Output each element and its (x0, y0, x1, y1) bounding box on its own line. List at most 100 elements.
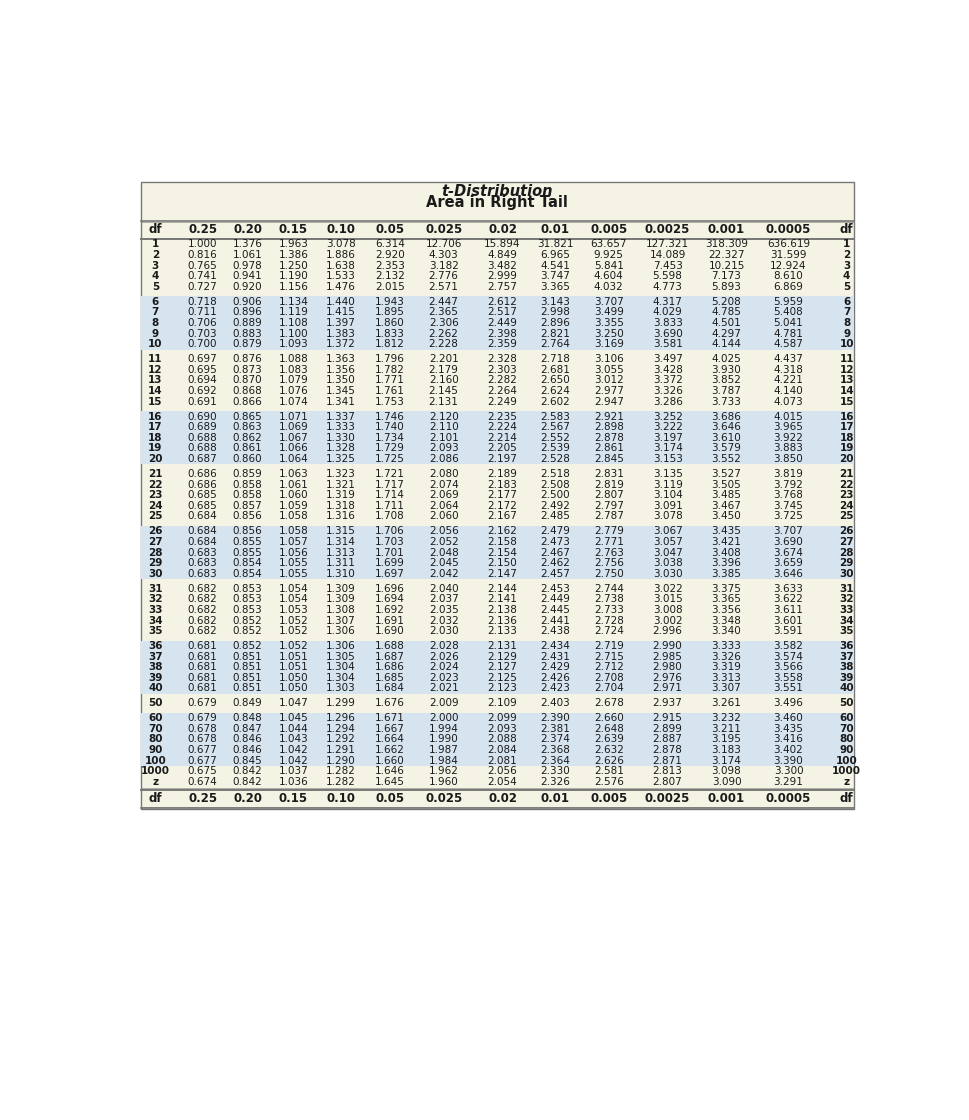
Text: 0.15: 0.15 (278, 792, 307, 805)
Text: 1.305: 1.305 (326, 652, 355, 662)
Text: 3.195: 3.195 (711, 735, 740, 745)
Text: 2.132: 2.132 (375, 271, 405, 281)
Text: 2.330: 2.330 (540, 766, 570, 776)
Text: 2.035: 2.035 (428, 605, 458, 615)
Text: 0.0005: 0.0005 (766, 792, 810, 805)
Text: 2.449: 2.449 (487, 318, 516, 328)
Text: 1.319: 1.319 (326, 491, 356, 501)
Text: 6.869: 6.869 (773, 282, 802, 292)
Text: 3.015: 3.015 (652, 595, 682, 605)
Text: 4.144: 4.144 (711, 339, 740, 349)
Text: 1.725: 1.725 (375, 454, 405, 464)
Text: 3.385: 3.385 (711, 569, 740, 579)
Text: 31.821: 31.821 (537, 240, 573, 250)
Text: 29: 29 (838, 558, 853, 568)
Text: 2.154: 2.154 (487, 548, 516, 558)
Text: 80: 80 (838, 735, 853, 745)
Text: 12: 12 (148, 365, 163, 375)
Text: 1.325: 1.325 (326, 454, 356, 464)
Text: 4.437: 4.437 (773, 354, 802, 364)
Text: 0.741: 0.741 (188, 271, 217, 281)
Text: 1.313: 1.313 (326, 548, 356, 558)
Text: 2.552: 2.552 (540, 432, 570, 442)
Text: 2.434: 2.434 (540, 641, 570, 651)
Text: 2.129: 2.129 (487, 652, 516, 662)
Text: 1.711: 1.711 (375, 501, 405, 511)
Text: 3.633: 3.633 (773, 584, 802, 594)
Text: 2.167: 2.167 (487, 512, 516, 522)
Text: 0.816: 0.816 (188, 250, 217, 260)
Text: 1.306: 1.306 (326, 641, 355, 651)
Text: 6: 6 (151, 297, 159, 307)
Text: 0.25: 0.25 (188, 223, 217, 236)
Text: 3.174: 3.174 (711, 756, 740, 766)
Text: 2.374: 2.374 (540, 735, 570, 745)
Text: 0.682: 0.682 (188, 626, 217, 636)
Text: 40: 40 (838, 683, 853, 693)
Text: 0.866: 0.866 (233, 396, 263, 407)
Text: 3.610: 3.610 (711, 432, 740, 442)
Text: 0.853: 0.853 (233, 605, 263, 615)
Text: 2.998: 2.998 (540, 307, 570, 317)
Text: 30: 30 (838, 569, 853, 579)
Text: 100: 100 (144, 756, 166, 766)
Text: 2.449: 2.449 (540, 595, 570, 605)
Text: 1.708: 1.708 (375, 512, 405, 522)
Text: 1.330: 1.330 (326, 432, 355, 442)
Text: t-Distribution: t-Distribution (441, 184, 552, 199)
Text: 3.646: 3.646 (711, 422, 740, 432)
Text: 3.396: 3.396 (711, 558, 740, 568)
Text: 0.863: 0.863 (233, 422, 263, 432)
Text: 1.321: 1.321 (326, 479, 356, 489)
Text: 0.681: 0.681 (188, 683, 217, 693)
Text: 8.610: 8.610 (773, 271, 802, 281)
Text: 2.571: 2.571 (428, 282, 458, 292)
Text: 6.314: 6.314 (375, 240, 405, 250)
Text: 1.660: 1.660 (375, 756, 405, 766)
Text: 1.156: 1.156 (278, 282, 308, 292)
Text: 3.690: 3.690 (773, 536, 802, 547)
Text: 2.040: 2.040 (428, 584, 458, 594)
Text: 2.971: 2.971 (652, 683, 682, 693)
Text: 1.692: 1.692 (375, 605, 405, 615)
Text: 0.883: 0.883 (233, 328, 263, 338)
Text: 0.862: 0.862 (233, 432, 263, 442)
Text: 0.854: 0.854 (233, 558, 263, 568)
Text: 2.064: 2.064 (428, 501, 458, 511)
Text: 3.499: 3.499 (593, 307, 623, 317)
Text: 1.058: 1.058 (278, 512, 308, 522)
Bar (141, 745, 853, 755)
Text: 3.067: 3.067 (652, 526, 682, 536)
Text: df: df (148, 792, 162, 805)
Text: 2.162: 2.162 (487, 526, 516, 536)
Text: 3.428: 3.428 (652, 365, 682, 375)
Text: 1.100: 1.100 (278, 328, 308, 338)
Text: 2.517: 2.517 (487, 307, 516, 317)
Text: 19: 19 (838, 444, 853, 454)
Text: 1.093: 1.093 (278, 339, 308, 349)
Text: 3.078: 3.078 (652, 512, 682, 522)
Text: 0.852: 0.852 (233, 626, 263, 636)
Text: 1.311: 1.311 (326, 558, 356, 568)
Text: 0.685: 0.685 (188, 501, 217, 511)
Text: 1.067: 1.067 (278, 432, 308, 442)
Bar (141, 548, 853, 558)
Text: 7: 7 (151, 307, 159, 317)
Text: 14: 14 (148, 386, 163, 396)
Text: 2.996: 2.996 (652, 626, 682, 636)
Text: 1.761: 1.761 (375, 386, 405, 396)
Text: 3.047: 3.047 (652, 548, 682, 558)
Text: 1.315: 1.315 (326, 526, 356, 536)
Text: 2.776: 2.776 (428, 271, 458, 281)
Text: 2.787: 2.787 (593, 512, 623, 522)
Text: 3.030: 3.030 (652, 569, 682, 579)
Text: 4.029: 4.029 (652, 307, 682, 317)
Text: 1.701: 1.701 (375, 548, 405, 558)
Text: 2.441: 2.441 (540, 616, 570, 625)
Text: 0.691: 0.691 (188, 396, 217, 407)
Text: 3.833: 3.833 (652, 318, 682, 328)
Text: 13: 13 (148, 375, 163, 385)
Text: 0.852: 0.852 (233, 616, 263, 625)
Text: 2.150: 2.150 (487, 558, 516, 568)
Text: 0.978: 0.978 (233, 261, 263, 271)
